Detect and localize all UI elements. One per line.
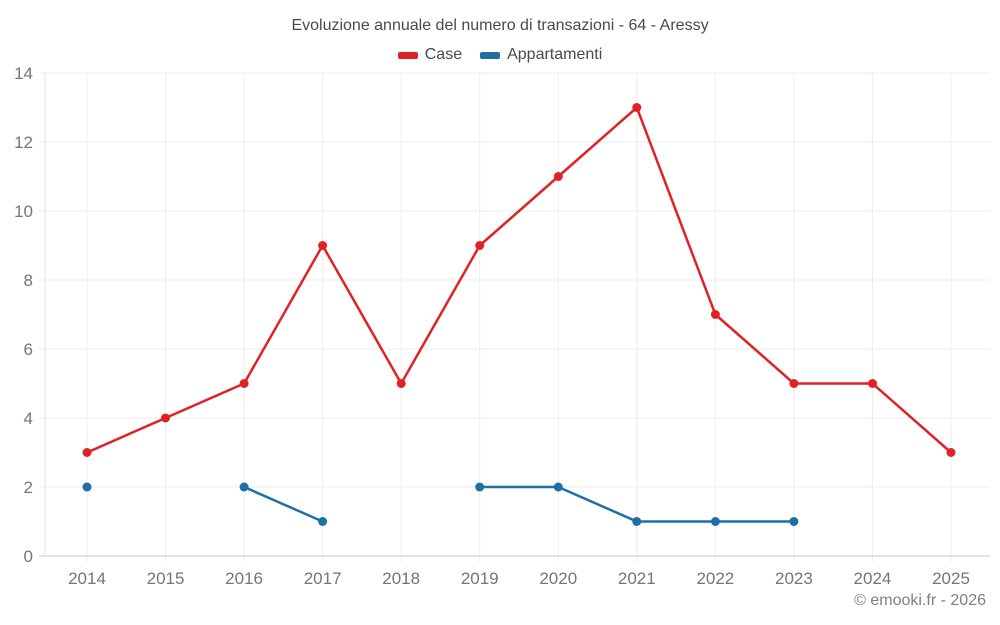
appartamenti-point-2023 — [789, 517, 799, 526]
y-tick-label-12: 12 — [14, 133, 33, 152]
case-point-2014 — [82, 448, 92, 457]
appartamenti-point-2017 — [318, 517, 328, 526]
y-tick-label-0: 0 — [24, 547, 33, 566]
case-point-2017 — [318, 241, 328, 250]
case-point-2015 — [161, 413, 170, 423]
x-tick-label-2018: 2018 — [382, 569, 420, 588]
y-tick-label-4: 4 — [24, 409, 33, 428]
x-tick-label-2022: 2022 — [696, 569, 734, 588]
case-point-2018 — [396, 379, 406, 388]
case-swatch-icon — [397, 51, 418, 59]
legend: Case Appartamenti — [0, 46, 1000, 64]
x-tick-label-2024: 2024 — [854, 569, 892, 588]
appartamenti-point-2016 — [239, 482, 249, 492]
appartamenti-point-2022 — [710, 517, 720, 526]
chart-title: Evoluzione annuale del numero di transaz… — [291, 17, 709, 34]
appartamenti-point-2019 — [475, 482, 485, 492]
x-tick-label-2025: 2025 — [932, 569, 970, 588]
case-point-2024 — [868, 379, 877, 388]
x-tick-label-2023: 2023 — [775, 569, 813, 588]
case-point-2022 — [710, 310, 720, 319]
legend-item-appartamenti[interactable]: Appartamenti — [480, 46, 602, 64]
case-line — [86, 106, 952, 454]
y-tick-label-10: 10 — [14, 202, 33, 221]
x-tick-label-2019: 2019 — [461, 569, 499, 588]
case-point-2025 — [946, 448, 956, 457]
case-point-2023 — [789, 379, 799, 388]
x-tick-label-2014: 2014 — [68, 569, 106, 588]
x-tick-label-2015: 2015 — [147, 569, 185, 588]
y-tick-label-2: 2 — [24, 478, 33, 497]
y-tick-label-14: 14 — [14, 64, 33, 83]
x-tick-label-2021: 2021 — [618, 569, 656, 588]
appartamenti-point-2021 — [632, 517, 642, 526]
case-point-2016 — [239, 379, 249, 388]
x-tick-label-2016: 2016 — [225, 569, 263, 588]
x-tick-label-2017: 2017 — [304, 569, 342, 588]
case-point-2021 — [632, 103, 642, 112]
y-tick-label-6: 6 — [24, 340, 33, 359]
legend-label-case: Case — [424, 46, 463, 63]
appartamenti-point-2014 — [82, 482, 92, 492]
y-tick-label-8: 8 — [24, 271, 33, 290]
appartamenti-swatch-icon — [480, 51, 501, 59]
case-point-2020 — [553, 172, 563, 181]
appartamenti-point-2020 — [553, 482, 563, 492]
case-point-2019 — [475, 241, 485, 250]
legend-label-appartamenti: Appartamenti — [507, 46, 603, 63]
copyright: © emooki.fr - 2026 — [854, 592, 986, 609]
x-tick-label-2020: 2020 — [539, 569, 577, 588]
appartamenti-line — [243, 485, 794, 523]
legend-item-case[interactable]: Case — [397, 46, 463, 64]
